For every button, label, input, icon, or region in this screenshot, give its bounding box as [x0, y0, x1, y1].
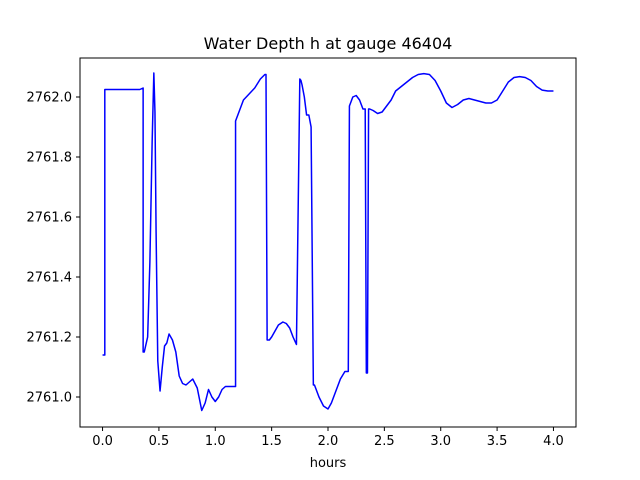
- x-tick-label: 3.5: [487, 434, 508, 449]
- x-tick-label: 0.0: [92, 434, 113, 449]
- y-tick-label: 2761.8: [27, 151, 73, 166]
- x-tick-label: 1.0: [205, 434, 226, 449]
- y-tick-label: 2761.6: [27, 211, 73, 226]
- x-tick-label: 2.5: [374, 434, 395, 449]
- x-axis-ticks: 0.0 0.5 1.0 1.5 2.0 2.5 3.0 3.5 4.0: [92, 427, 564, 449]
- chart-title: Water Depth h at gauge 46404: [204, 34, 453, 53]
- x-tick-label: 0.5: [149, 434, 170, 449]
- x-tick-label: 2.0: [318, 434, 339, 449]
- series-line-0: [102, 72, 554, 412]
- y-tick-label: 2761.2: [27, 331, 73, 346]
- x-tick-label: 1.5: [261, 434, 282, 449]
- y-tick-label: 2762.0: [27, 91, 73, 106]
- plot-area: [79, 57, 577, 428]
- y-tick-label: 2761.0: [27, 391, 73, 406]
- y-tick-label: 2761.4: [27, 271, 73, 286]
- x-tick-label: 4.0: [543, 434, 564, 449]
- y-axis-ticks: 2761.0 2761.2 2761.4 2761.6 2761.8 2762.0: [27, 91, 80, 406]
- x-axis-label: hours: [310, 456, 347, 471]
- x-tick-label: 3.0: [430, 434, 451, 449]
